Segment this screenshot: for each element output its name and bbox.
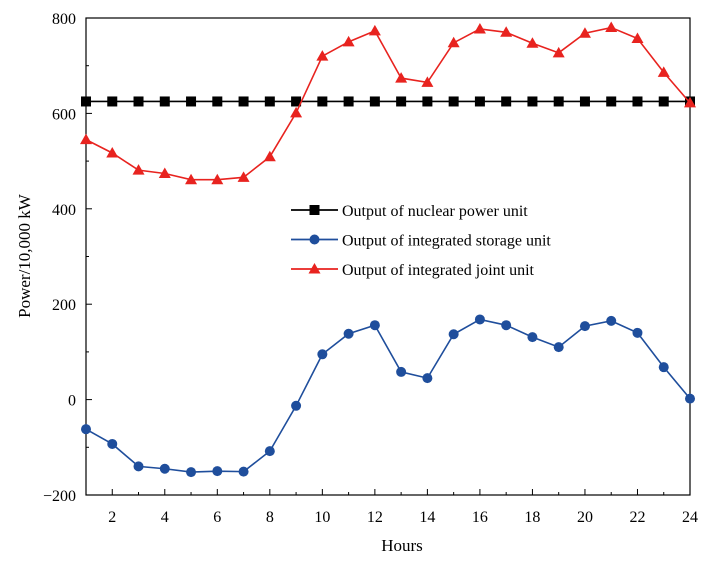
x-tick-label: 22 bbox=[629, 509, 645, 526]
data-point bbox=[422, 96, 432, 106]
legend-marker bbox=[310, 205, 320, 215]
series-line bbox=[86, 319, 690, 472]
data-point bbox=[186, 467, 196, 477]
data-point bbox=[396, 367, 406, 377]
data-point bbox=[370, 96, 380, 106]
data-point bbox=[343, 36, 355, 47]
y-tick-label: 0 bbox=[68, 393, 76, 410]
line-chart: 2 4 6 8 10 12 14 16 18 20 22 24−2000200400600800 Ou… bbox=[0, 0, 727, 563]
y-tick-label: 200 bbox=[52, 297, 76, 314]
data-point bbox=[369, 25, 381, 36]
data-point bbox=[526, 37, 538, 48]
x-tick-label: 14 bbox=[419, 509, 435, 526]
data-point bbox=[160, 96, 170, 106]
x-tick-label: 20 bbox=[577, 509, 593, 526]
legend: Output of nuclear power unit Output of in… bbox=[291, 203, 551, 279]
series-3 bbox=[80, 22, 696, 185]
data-point bbox=[133, 164, 145, 175]
data-point bbox=[554, 96, 564, 106]
data-point bbox=[527, 96, 537, 106]
data-point bbox=[685, 394, 695, 404]
series-line bbox=[86, 28, 690, 180]
data-point bbox=[264, 151, 276, 162]
data-point bbox=[239, 96, 249, 106]
data-point bbox=[317, 96, 327, 106]
data-point bbox=[631, 33, 643, 44]
data-point bbox=[239, 467, 249, 477]
data-point bbox=[580, 321, 590, 331]
data-point bbox=[475, 314, 485, 324]
data-point bbox=[291, 401, 301, 411]
data-point bbox=[265, 96, 275, 106]
data-point bbox=[474, 23, 486, 34]
series-2 bbox=[81, 314, 695, 477]
legend-entry: Output of nuclear power unit bbox=[291, 203, 528, 220]
data-point bbox=[134, 461, 144, 471]
y-tick-label: −200 bbox=[43, 488, 76, 505]
data-point bbox=[80, 134, 92, 145]
data-point bbox=[475, 96, 485, 106]
data-point bbox=[606, 316, 616, 326]
data-point bbox=[344, 329, 354, 339]
x-tick-label: 24 bbox=[682, 509, 698, 526]
data-point bbox=[632, 328, 642, 338]
data-point bbox=[160, 464, 170, 474]
data-point bbox=[212, 96, 222, 106]
data-point bbox=[606, 96, 616, 106]
x-tick-label: 12 bbox=[367, 509, 383, 526]
legend-entry: Output of integrated joint unit bbox=[291, 262, 535, 279]
data-point bbox=[107, 96, 117, 106]
x-tick-label: 10 bbox=[314, 509, 330, 526]
data-point bbox=[395, 72, 407, 83]
y-tick-label: 600 bbox=[52, 106, 76, 123]
data-point bbox=[448, 37, 460, 48]
data-point bbox=[659, 96, 669, 106]
plot-frame bbox=[86, 18, 690, 495]
y-axis-label: Power/10,000 kW bbox=[15, 193, 34, 318]
data-point bbox=[186, 96, 196, 106]
x-tick-label: 6 bbox=[213, 509, 221, 526]
data-point bbox=[212, 466, 222, 476]
series-1 bbox=[81, 96, 695, 106]
data-point bbox=[632, 96, 642, 106]
data-point bbox=[370, 320, 380, 330]
data-point bbox=[316, 50, 328, 61]
data-point bbox=[290, 107, 302, 118]
data-point bbox=[396, 96, 406, 106]
legend-label: Output of nuclear power unit bbox=[342, 203, 528, 220]
data-point bbox=[134, 96, 144, 106]
legend-entry: Output of integrated storage unit bbox=[291, 233, 551, 250]
data-point bbox=[81, 424, 91, 434]
data-point bbox=[501, 320, 511, 330]
data-point bbox=[265, 446, 275, 456]
data-point bbox=[659, 362, 669, 372]
data-point bbox=[81, 96, 91, 106]
y-tick-label: 800 bbox=[52, 11, 76, 28]
data-point bbox=[501, 96, 511, 106]
y-tick-label: 400 bbox=[52, 202, 76, 219]
data-point bbox=[554, 342, 564, 352]
x-axis-label: Hours bbox=[381, 536, 423, 555]
data-point bbox=[605, 22, 617, 33]
x-tick-label: 4 bbox=[161, 509, 169, 526]
legend-label: Output of integrated joint unit bbox=[342, 262, 535, 279]
legend-marker bbox=[310, 235, 320, 245]
data-point bbox=[344, 96, 354, 106]
data-point bbox=[580, 96, 590, 106]
legend-label: Output of integrated storage unit bbox=[342, 233, 551, 250]
data-point bbox=[106, 147, 118, 158]
x-tick-label: 2 bbox=[108, 509, 116, 526]
x-tick-label: 18 bbox=[524, 509, 540, 526]
x-tick-label: 16 bbox=[472, 509, 488, 526]
data-point bbox=[449, 329, 459, 339]
data-point bbox=[449, 96, 459, 106]
data-point bbox=[527, 332, 537, 342]
data-point bbox=[238, 171, 250, 182]
data-point bbox=[317, 349, 327, 359]
data-point bbox=[107, 439, 117, 449]
data-point bbox=[422, 373, 432, 383]
x-tick-label: 8 bbox=[266, 509, 274, 526]
